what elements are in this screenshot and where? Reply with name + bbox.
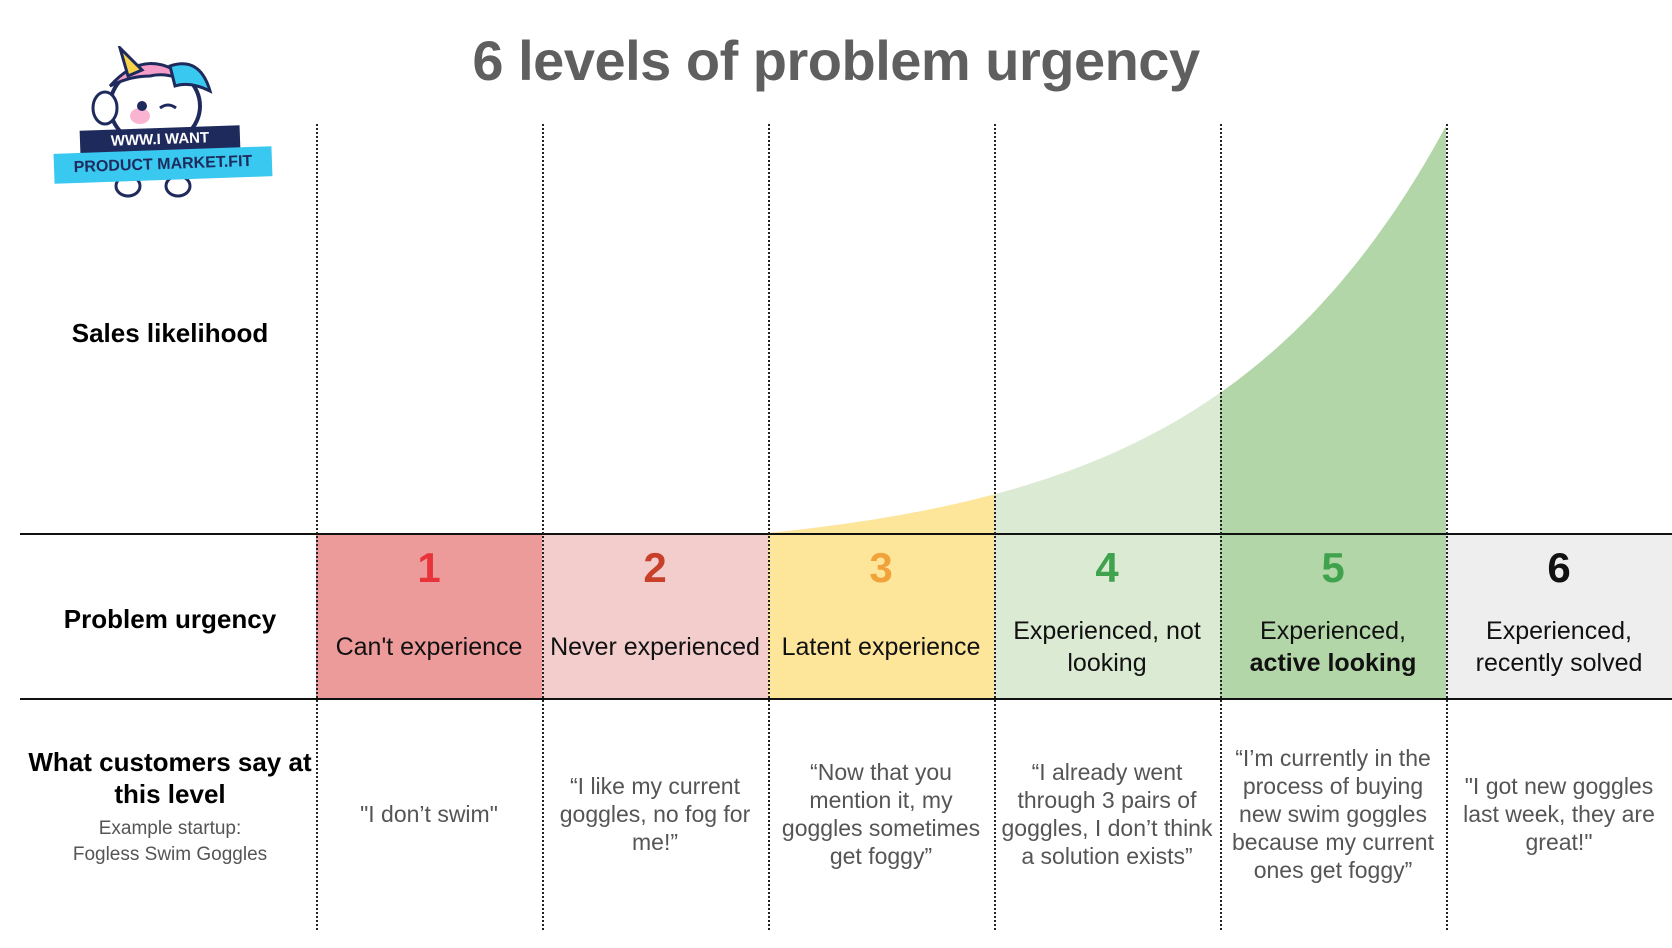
- customers-say-line-2: this level: [114, 779, 226, 809]
- example-startup: Example startup: Fogless Swim Goggles: [20, 816, 320, 868]
- urgency-level-1: 1 Can't experience: [316, 534, 542, 698]
- urgency-level-6: 6 Experienced, recently solved: [1446, 534, 1672, 698]
- column-divider: [316, 124, 318, 930]
- level-number: 2: [643, 544, 667, 591]
- level-label: Experienced, not looking: [994, 606, 1220, 688]
- level-label: Latent experience: [768, 606, 994, 688]
- level-label: Never experienced: [542, 606, 768, 688]
- customer-quote-level-3: “Now that you mention it, my goggles som…: [781, 759, 981, 869]
- urgency-level-4: 4 Experienced, not looking: [994, 534, 1220, 698]
- level-number: 3: [869, 544, 893, 591]
- level-label-line-1: Never experienced: [550, 633, 760, 661]
- column-divider: [768, 124, 770, 930]
- level-number: 5: [1321, 544, 1345, 591]
- customers-say-label: What customers say at this level Example…: [20, 746, 320, 868]
- customer-quote-level-5: “I’m currently in the process of buying …: [1232, 745, 1434, 883]
- level-label-line-1: Experienced,: [1260, 617, 1406, 645]
- curve-fill-level-3: [768, 494, 994, 533]
- problem-urgency-label: Problem urgency: [63, 604, 277, 634]
- column-divider: [542, 124, 544, 930]
- top-divider: [20, 533, 1672, 535]
- curve-fill-level-5: [1220, 126, 1446, 533]
- example-startup-line-1: Example startup:: [98, 818, 242, 839]
- level-label-line-2-bold: active looking: [1249, 649, 1417, 677]
- level-number: 4: [1095, 544, 1119, 591]
- curve-fill-level-4: [994, 392, 1220, 533]
- level-label-line-2: recently solved: [1475, 649, 1643, 677]
- level-label-line-1: Experienced,: [1486, 617, 1632, 645]
- level-number: 1: [417, 544, 441, 591]
- customer-quote-level-4: “I already went through 3 pairs of goggl…: [1001, 759, 1213, 869]
- customer-quote-level-1: "I don’t swim": [360, 801, 498, 827]
- level-label-line-1: Latent experience: [781, 633, 981, 661]
- customer-quote-level-6: "I got new goggles last week, they are g…: [1463, 773, 1655, 855]
- urgency-level-3: 3 Latent experience: [768, 534, 994, 698]
- page-title: 6 levels of problem urgency: [472, 29, 1200, 92]
- example-startup-line-2: Fogless Swim Goggles: [72, 844, 268, 865]
- level-label: Experienced, active looking: [1220, 606, 1446, 688]
- level-label-line-2: looking: [1067, 649, 1147, 677]
- column-divider: [1446, 124, 1448, 930]
- level-number: 6: [1547, 544, 1571, 591]
- level-label-line-1: Can't experience: [335, 633, 523, 661]
- level-label: Experienced, recently solved: [1446, 606, 1672, 688]
- level-label-line-1: Experienced, not: [1013, 617, 1201, 645]
- customers-say-line-1: What customers say at: [28, 747, 312, 777]
- column-divider: [1220, 124, 1222, 930]
- unicorn-icon: [91, 42, 213, 198]
- sales-likelihood-label: Sales likelihood: [71, 318, 269, 348]
- bottom-divider: [20, 698, 1672, 700]
- urgency-level-5: 5 Experienced, active looking: [1220, 534, 1446, 698]
- customer-quote-level-2: “I like my current goggles, no fog for m…: [559, 773, 751, 855]
- urgency-level-2: 2 Never experienced: [542, 534, 768, 698]
- column-divider: [994, 124, 996, 930]
- level-label: Can't experience: [316, 606, 542, 688]
- brand-logo[interactable]: WWW.I WANT PRODUCT MARKET.FIT: [50, 42, 280, 206]
